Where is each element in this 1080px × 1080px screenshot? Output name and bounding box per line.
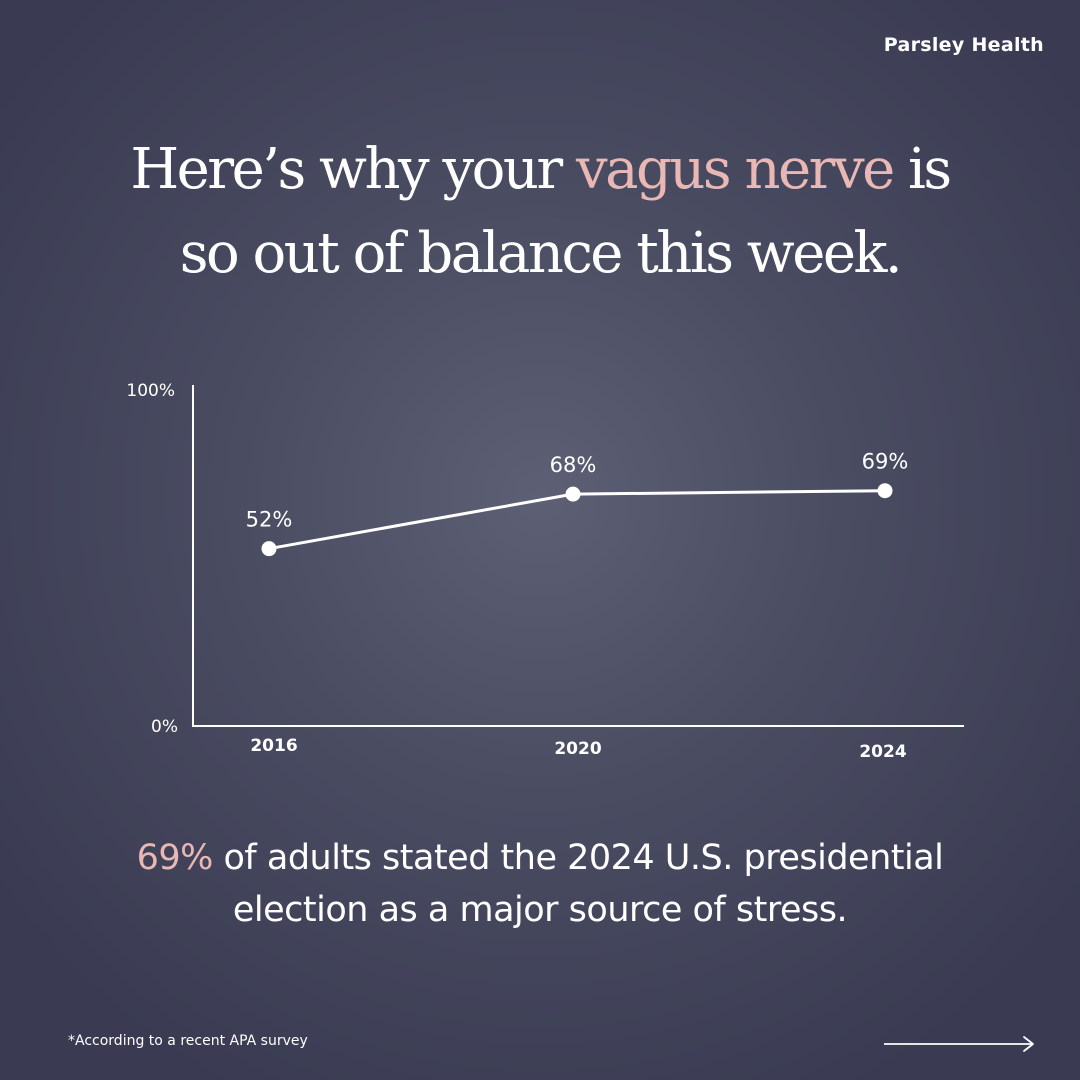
data-point-2024 [877,483,893,499]
data-label-2024: 69% [862,450,909,474]
x-tick-label-2016: 2016 [250,736,297,756]
data-points [261,483,893,557]
source-footnote: *According to a recent APA survey [68,1033,308,1049]
data-point-2020 [565,486,581,502]
headline-line-1-start: Here’s why your [130,137,576,202]
headline-line-1: Here’s why your vagus nerve is [130,137,952,202]
headline-accent-vagus-nerve: vagus nerve [575,137,895,202]
caption-highlight: 69% [136,838,214,878]
x-tick-labels: 2016 2020 2024 [250,736,906,762]
data-point-2016 [261,541,277,557]
headline: Here’s why your vagus nerve is so out of… [0,128,1080,296]
caption: 69% of adults stated the 2024 U.S. presi… [0,832,1080,936]
caption-line-1: of adults stated the 2024 U.S. president… [212,838,944,878]
y-tick-label-max: 100% [126,381,175,401]
data-labels: 52% 68% 69% [246,450,909,532]
data-label-2020: 68% [550,453,597,477]
headline-line-1-end: is [892,137,952,202]
arrow-right-icon[interactable] [882,1032,1038,1056]
caption-line-2: election as a major source of stress. [232,890,848,930]
brand-logo-text: Parsley Health [883,34,1044,56]
line-chart: 100% 0% 2016 2020 2024 52% 68% 69% [126,381,964,762]
data-label-2016: 52% [246,508,293,532]
headline-line-2: so out of balance this week. [179,221,903,286]
x-tick-label-2020: 2020 [554,739,601,759]
y-tick-label-min: 0% [151,717,178,737]
x-tick-label-2024: 2024 [859,742,906,762]
